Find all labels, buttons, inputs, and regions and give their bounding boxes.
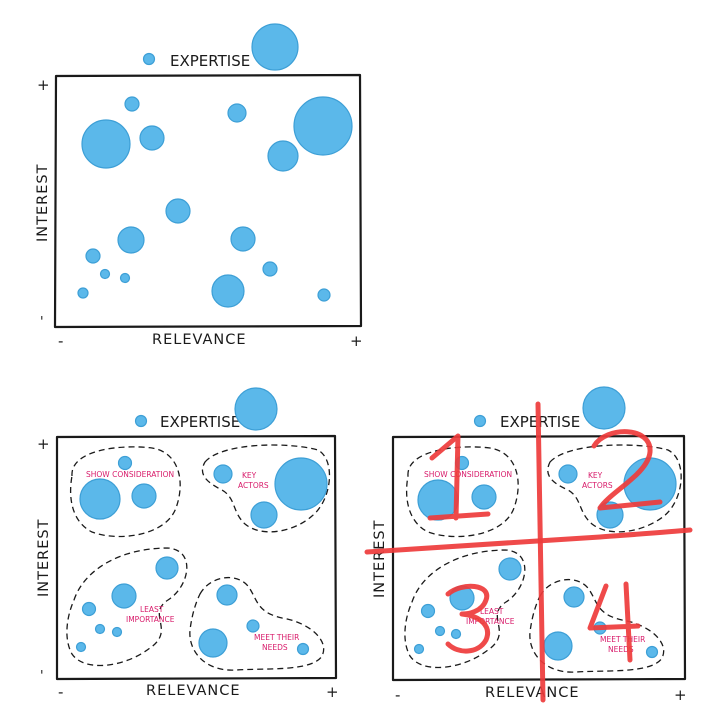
stakeholder-bubble bbox=[131, 483, 157, 509]
stakeholder-bubble bbox=[79, 478, 121, 520]
y-axis-minus: ' bbox=[40, 669, 44, 684]
stakeholder-bubble bbox=[111, 626, 123, 638]
x-axis-plus: + bbox=[674, 686, 687, 704]
stakeholder-bubble bbox=[77, 287, 89, 299]
stakeholder-bubble bbox=[250, 501, 278, 529]
stakeholder-bubble bbox=[111, 583, 137, 609]
legend-large-bubble bbox=[234, 387, 278, 431]
plot-frame bbox=[53, 73, 363, 329]
group-outline-key-actors bbox=[547, 444, 682, 533]
y-axis-plus: + bbox=[37, 435, 50, 453]
x-axis-minus: - bbox=[395, 686, 400, 704]
plot-frame bbox=[391, 434, 687, 682]
stakeholder-bubble bbox=[211, 274, 245, 308]
group-label-meet-their-needs-line2: NEEDS bbox=[262, 643, 288, 652]
group-outline-show-consideration bbox=[69, 446, 181, 538]
group-outline-least-importance bbox=[66, 547, 188, 667]
stakeholder-bubble bbox=[558, 464, 578, 484]
stakeholder-bubble bbox=[262, 261, 278, 277]
x-axis-label: RELEVANCE bbox=[146, 683, 241, 699]
stakeholder-bubble bbox=[563, 586, 585, 608]
stakeholder-bubble bbox=[99, 268, 111, 280]
stakeholder-bubble bbox=[117, 226, 145, 254]
stakeholder-bubble bbox=[75, 641, 87, 653]
stakeholder-bubble bbox=[165, 198, 191, 224]
group-label-key-actors-line1: KEY bbox=[242, 471, 257, 480]
stakeholder-bubble bbox=[413, 643, 425, 655]
group-label-meet-their-needs-line2: NEEDS bbox=[608, 645, 634, 654]
stakeholder-bubble bbox=[498, 557, 522, 581]
stakeholder-bubble bbox=[296, 642, 310, 656]
y-axis-label: INTEREST bbox=[372, 520, 388, 598]
group-label-least-importance-line2: IMPORTANCE bbox=[466, 617, 515, 626]
stakeholder-bubble bbox=[139, 125, 165, 151]
group-label-least-importance-line1: LEAST bbox=[480, 607, 504, 616]
legend-small-bubble bbox=[142, 52, 156, 66]
group-label-show-consideration: SHOW CONSIDERATION bbox=[424, 470, 512, 479]
stakeholder-bubble bbox=[85, 248, 101, 264]
stakeholder-bubble bbox=[293, 96, 353, 156]
stakeholder-bubble bbox=[213, 464, 233, 484]
group-outline-least-importance bbox=[404, 549, 526, 669]
stakeholder-bubble bbox=[317, 288, 331, 302]
stakeholder-bubble bbox=[94, 623, 106, 635]
group-label-least-importance-line2: IMPORTANCE bbox=[126, 615, 175, 624]
panel-bottom-right: EXPERTISE - + RELEVANCE INTEREST SHOW CO… bbox=[364, 386, 693, 704]
x-axis-label: RELEVANCE bbox=[152, 332, 247, 348]
stakeholder-bubble bbox=[267, 140, 299, 172]
y-axis-label: INTEREST bbox=[35, 164, 51, 242]
legend-large-bubble bbox=[582, 386, 626, 430]
stakeholder-bubble bbox=[434, 625, 446, 637]
quadrant-number-1 bbox=[427, 433, 491, 521]
group-label-meet-their-needs-line1: MEET THEIR bbox=[600, 635, 645, 644]
group-label-key-actors-line1: KEY bbox=[588, 471, 603, 480]
stakeholder-bubble bbox=[246, 619, 260, 633]
group-outline-key-actors bbox=[201, 444, 331, 533]
stakeholder-bubble bbox=[645, 645, 659, 659]
stakeholder-bubble bbox=[216, 584, 238, 606]
x-axis-plus: + bbox=[350, 332, 363, 350]
group-label-show-consideration: SHOW CONSIDERATION bbox=[86, 470, 174, 479]
stakeholder-bubble bbox=[420, 603, 436, 619]
stakeholder-bubble bbox=[81, 601, 97, 617]
quadrant-number-3 bbox=[445, 583, 490, 654]
stakeholder-bubble bbox=[471, 484, 497, 510]
quadrant-number-4 bbox=[587, 581, 641, 663]
stakeholder-bubble bbox=[450, 628, 462, 640]
stakeholder-bubble bbox=[117, 455, 133, 471]
group-label-key-actors-line2: ACTORS bbox=[582, 481, 613, 490]
stakeholder-bubble bbox=[124, 96, 140, 112]
group-label-key-actors-line2: ACTORS bbox=[238, 481, 269, 490]
legend-small-bubble bbox=[473, 414, 487, 428]
y-axis-label: INTEREST bbox=[36, 519, 52, 597]
quadrant-divider-horizontal bbox=[364, 527, 693, 555]
group-label-least-importance-line1: LEAST bbox=[140, 605, 164, 614]
stakeholder-bubble bbox=[274, 457, 328, 511]
legend-label: EXPERTISE bbox=[160, 413, 240, 431]
x-axis-label: RELEVANCE bbox=[485, 685, 580, 701]
stakeholder-bubble bbox=[230, 226, 256, 252]
x-axis-plus: + bbox=[326, 683, 339, 701]
group-label-meet-their-needs-line1: MEET THEIR bbox=[254, 633, 299, 642]
x-axis-minus: - bbox=[58, 683, 63, 701]
y-axis-minus: ' bbox=[40, 315, 44, 330]
stakeholder-bubble bbox=[119, 272, 131, 284]
legend-small-bubble bbox=[134, 414, 148, 428]
legend-label: EXPERTISE bbox=[170, 52, 250, 70]
stakeholder-bubble bbox=[227, 103, 247, 123]
stakeholder-bubble bbox=[155, 556, 179, 580]
legend-large-bubble bbox=[251, 23, 299, 71]
x-axis-minus: - bbox=[58, 332, 63, 350]
stakeholder-bubble bbox=[81, 119, 131, 169]
y-axis-plus: + bbox=[37, 76, 50, 94]
plot-frame bbox=[55, 434, 338, 681]
stakeholder-bubble bbox=[198, 628, 228, 658]
quadrant-divider-vertical bbox=[535, 401, 546, 703]
quadrant-number-2 bbox=[591, 429, 663, 511]
panel-top: EXPERTISE + ' - + RELEVANCE INTEREST bbox=[35, 23, 363, 350]
panel-bottom-left: EXPERTISE + ' - + RELEVANCE INTEREST SHO… bbox=[36, 387, 339, 701]
stakeholder-bubble bbox=[543, 631, 573, 661]
